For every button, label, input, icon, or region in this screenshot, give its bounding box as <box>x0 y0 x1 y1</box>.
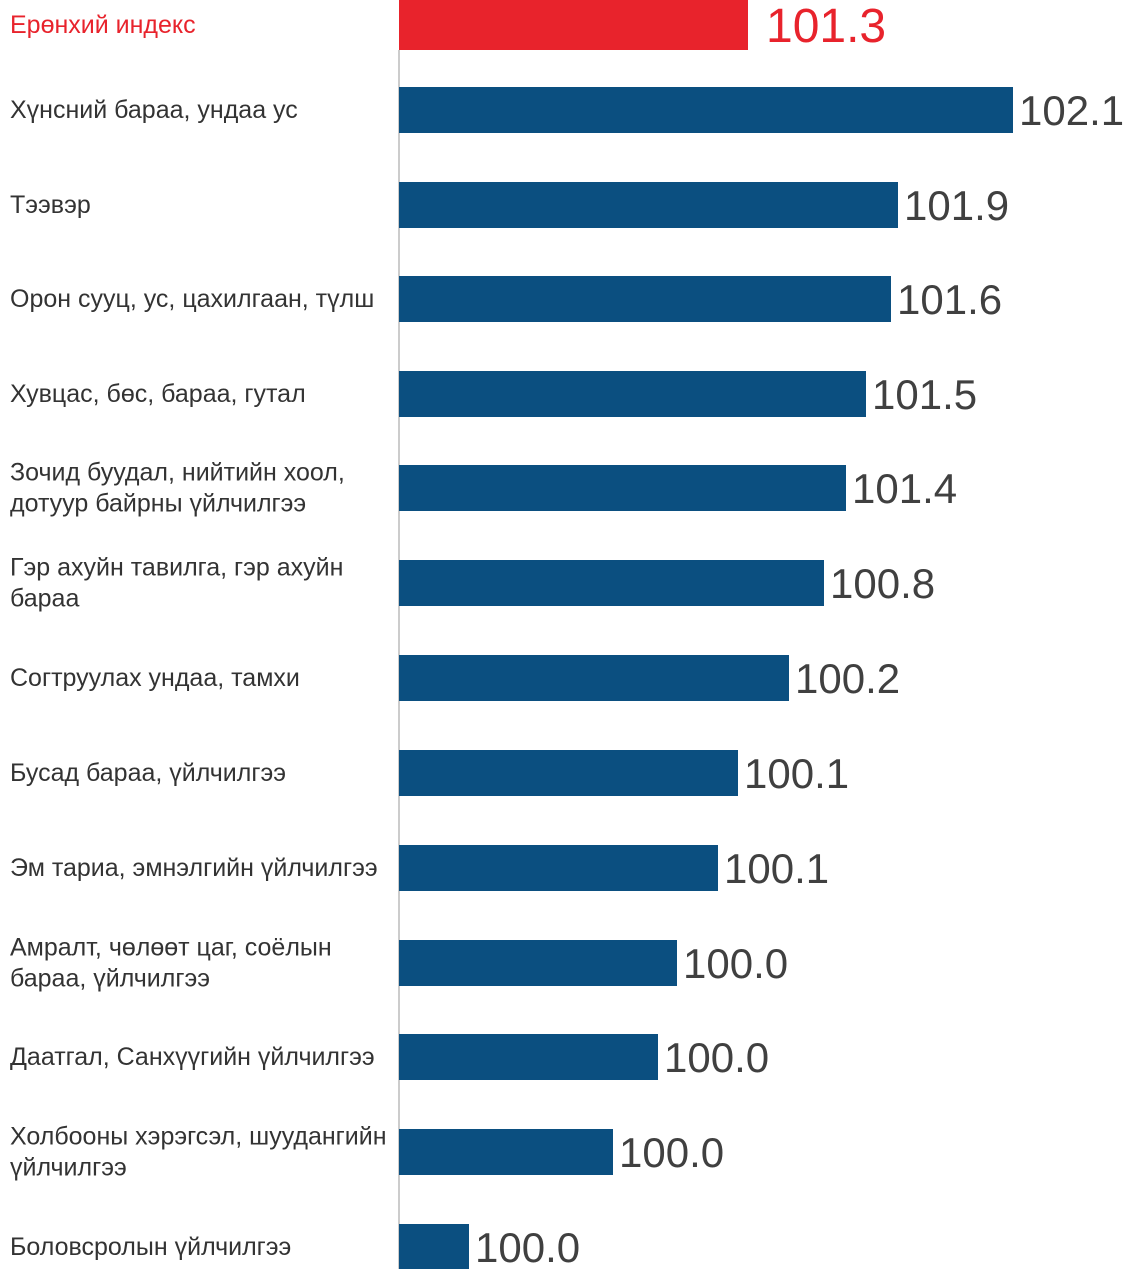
category-label-line: Орон сууц, ус, цахилгаан, түлш <box>10 285 374 313</box>
category-label: Тээвэр <box>10 191 91 219</box>
value-label: 100.1 <box>744 750 849 797</box>
category-label-line: Зочид буудал, нийтийн хоол, <box>10 459 345 487</box>
category-label-line: Гэр ахуйн тавилга, гэр ахуйн <box>10 554 343 582</box>
category-label: Хүнсний бараа, ундаа ус <box>10 96 298 124</box>
bar <box>399 1034 658 1080</box>
value-label: 101.3 <box>766 0 886 53</box>
bar <box>399 940 677 986</box>
value-label: 101.9 <box>904 182 1009 229</box>
bar <box>399 1224 469 1269</box>
category-label: Согтруулах ундаа, тамхи <box>10 664 300 692</box>
bar <box>399 182 898 228</box>
value-label: 100.0 <box>475 1224 580 1269</box>
bar <box>399 87 1013 133</box>
category-label: Гэр ахуйн тавилга, гэр ахуйн бараа <box>10 554 343 613</box>
category-label-line: Хүнсний бараа, ундаа ус <box>10 96 298 124</box>
bars-group <box>399 0 1013 1269</box>
value-labels-group: 101.3 102.1 101.9 101.6 101.5 101.4 100.8 100.2… <box>475 0 1124 1269</box>
category-label-line: Холбооны хэрэгсэл, шуудангийн <box>10 1123 387 1151</box>
category-label: Даатгал, Санхүүгийн үйлчилгээ <box>10 1043 375 1071</box>
category-label-line: Даатгал, Санхүүгийн үйлчилгээ <box>10 1043 375 1071</box>
category-label: Боловсролын үйлчилгээ <box>10 1233 291 1261</box>
category-label: Амралт, чөлөөт цаг, соёлын бараа, үйлчилг… <box>10 934 332 993</box>
category-label-line: Ерөнхий индекс <box>10 11 196 39</box>
bar <box>399 750 738 796</box>
category-label: Эм тариа, эмнэлгийн үйлчилгээ <box>10 854 378 882</box>
category-label-line: бараа <box>10 585 79 613</box>
category-label-line: Амралт, чөлөөт цаг, соёлын <box>10 934 332 962</box>
value-label: 101.5 <box>872 371 977 418</box>
category-label-line: дотуур байрны үйлчилгээ <box>10 490 306 518</box>
category-label-line: Эм тариа, эмнэлгийн үйлчилгээ <box>10 854 378 882</box>
value-label: 101.6 <box>897 276 1002 323</box>
bar <box>399 465 846 511</box>
value-label: 100.0 <box>619 1129 724 1176</box>
value-label: 101.4 <box>852 465 957 512</box>
category-label-line: Хувцас, бөс, бараа, гутал <box>10 380 306 408</box>
category-label-line: Согтруулах ундаа, тамхи <box>10 664 300 692</box>
category-label-line: бараа, үйлчилгээ <box>10 965 210 993</box>
bar <box>399 371 866 417</box>
category-label: Орон сууц, ус, цахилгаан, түлш <box>10 285 374 313</box>
category-labels-group: Ерөнхий индекс Хүнсний бараа, ундаа ус Тээ… <box>10 11 387 1261</box>
bar-general-index <box>399 0 748 50</box>
category-label-line: Боловсролын үйлчилгээ <box>10 1233 291 1261</box>
category-label: Зочид буудал, нийтийн хоол, дотуур байрны… <box>10 459 345 518</box>
bar <box>399 655 789 701</box>
category-label-line: Бусад бараа, үйлчилгээ <box>10 759 286 787</box>
bar <box>399 1129 613 1175</box>
bar <box>399 560 824 606</box>
value-label: 100.0 <box>683 940 788 987</box>
value-label: 100.1 <box>724 845 829 892</box>
category-label: Холбооны хэрэгсэл, шуудангийн үйлчилгээ <box>10 1123 387 1182</box>
value-label: 102.1 <box>1019 87 1124 134</box>
category-label: Бусад бараа, үйлчилгээ <box>10 759 286 787</box>
category-label-line: үйлчилгээ <box>10 1154 127 1182</box>
bar <box>399 845 718 891</box>
value-label: 100.0 <box>664 1034 769 1081</box>
value-label: 100.2 <box>795 655 900 702</box>
category-label: Хувцас, бөс, бараа, гутал <box>10 380 306 408</box>
category-label-line: Тээвэр <box>10 191 91 219</box>
bar <box>399 276 891 322</box>
category-label-general-index: Ерөнхий индекс <box>10 11 196 39</box>
value-label: 100.8 <box>830 560 935 607</box>
